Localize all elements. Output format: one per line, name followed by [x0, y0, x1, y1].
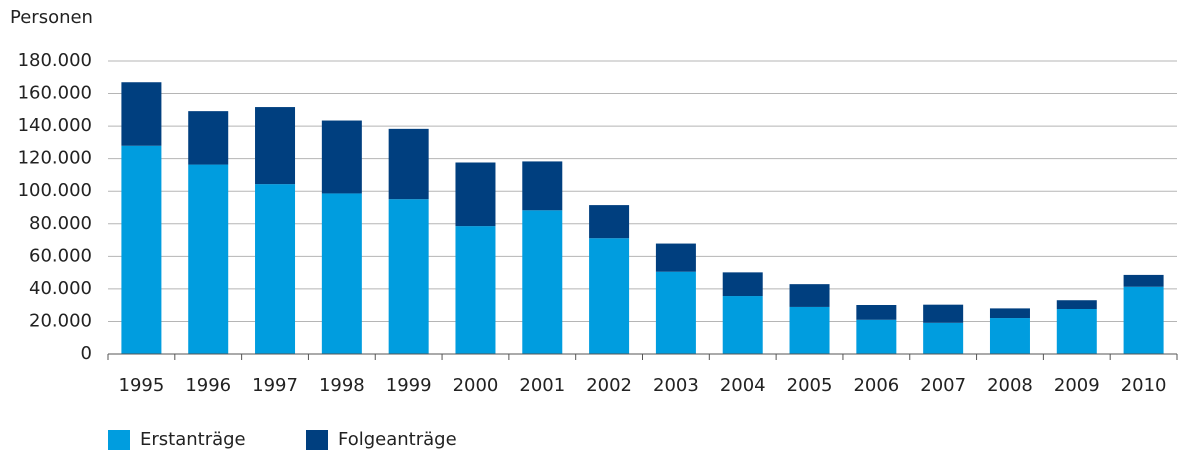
- bar-segment: [522, 210, 563, 354]
- bar-segment: [1123, 286, 1164, 354]
- x-tick-label: 1996: [185, 375, 231, 396]
- bar-segment: [388, 128, 429, 200]
- bar-segment: [1056, 308, 1097, 354]
- y-tick-label: 100.000: [18, 180, 92, 201]
- x-tick-label: 1995: [119, 375, 165, 396]
- bar-segment: [789, 284, 830, 307]
- legend-swatch: [108, 430, 130, 450]
- bar-segment: [1056, 300, 1097, 309]
- bar-segment: [856, 305, 897, 320]
- legend-swatch: [306, 430, 328, 450]
- bar-segment: [655, 271, 696, 354]
- bar-segment: [589, 205, 630, 239]
- x-tick-label: 2010: [1121, 375, 1167, 396]
- bar-segment: [121, 82, 162, 146]
- bar-segment: [321, 193, 362, 354]
- x-tick-label: 2007: [920, 375, 966, 396]
- bar-segment: [321, 120, 362, 194]
- x-tick-label: 2000: [453, 375, 499, 396]
- bar-segment: [655, 243, 696, 272]
- legend-label: Erstanträge: [140, 429, 246, 450]
- x-tick-label: 1997: [252, 375, 298, 396]
- bar-segment: [455, 226, 496, 354]
- legend-label: Folgeanträge: [338, 429, 457, 450]
- x-tick-label: 2005: [787, 375, 833, 396]
- bar-segment: [856, 319, 897, 354]
- y-tick-label: 120.000: [18, 148, 92, 169]
- x-tick-label: 2008: [987, 375, 1033, 396]
- bar-segment: [188, 164, 229, 354]
- y-tick-label: 40.000: [29, 278, 92, 299]
- bar-segment: [121, 145, 162, 354]
- x-tick-label: 2009: [1054, 375, 1100, 396]
- x-tick-label: 2001: [519, 375, 565, 396]
- x-tick-label: 2002: [586, 375, 632, 396]
- bar-segment: [722, 296, 763, 354]
- y-tick-label: 0: [81, 343, 92, 364]
- x-tick-label: 2003: [653, 375, 699, 396]
- y-tick-label: 180.000: [18, 50, 92, 71]
- bar-segment: [455, 162, 496, 227]
- bar-segment: [923, 322, 964, 354]
- bar-segment: [789, 306, 830, 354]
- bar-segment: [1123, 274, 1164, 287]
- bar-segment: [989, 318, 1030, 354]
- bar-segment: [255, 107, 296, 185]
- y-tick-label: 80.000: [29, 213, 92, 234]
- y-tick-label: 160.000: [18, 83, 92, 104]
- bar-segment: [722, 272, 763, 297]
- y-axis-label: Personen: [10, 7, 93, 28]
- x-tick-label: 1999: [386, 375, 432, 396]
- x-tick-label: 2006: [853, 375, 899, 396]
- x-tick-label: 2004: [720, 375, 766, 396]
- x-tick-label: 1998: [319, 375, 365, 396]
- bar-segment: [188, 111, 229, 165]
- y-tick-label: 20.000: [29, 310, 92, 331]
- bar-segment: [589, 238, 630, 354]
- y-tick-label: 60.000: [29, 245, 92, 266]
- y-tick-label: 140.000: [18, 115, 92, 136]
- bar-segment: [255, 184, 296, 354]
- bar-segment: [388, 199, 429, 354]
- bar-segment: [923, 304, 964, 323]
- bar-segment: [522, 161, 563, 211]
- bar-segment: [989, 308, 1030, 319]
